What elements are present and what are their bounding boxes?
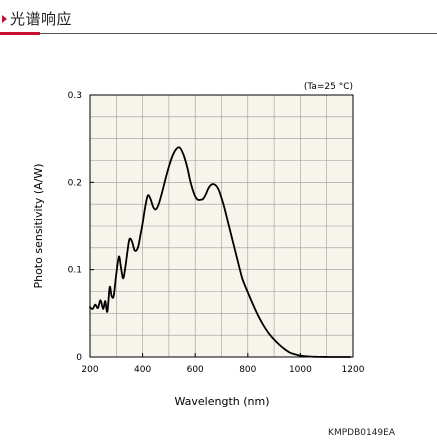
- chart-grid: [90, 95, 353, 357]
- condition-annotation: (Ta=25 °C): [304, 82, 353, 92]
- section-header: 光谱响应: [0, 0, 437, 36]
- y-tick-label: 0.3: [68, 91, 82, 101]
- y-tick-label: 0: [76, 353, 82, 363]
- sensitivity-curve: [89, 146, 352, 358]
- x-tick-labels: 200 400 600 800 1000 1200: [81, 365, 364, 375]
- y-tick-labels: 0 0.1 0.2 0.3: [68, 91, 83, 363]
- plot-frame: [89, 94, 354, 358]
- section-title: 光谱响应: [10, 10, 73, 28]
- x-tick-label: 1200: [342, 365, 365, 375]
- x-tick-label: 600: [187, 365, 204, 375]
- y-axis-label: Photo sensitivity (A/W): [32, 163, 45, 288]
- y-tick-label: 0.2: [68, 178, 82, 188]
- x-tick-label: 200: [81, 365, 98, 375]
- x-axis-label: Wavelength (nm): [174, 395, 269, 408]
- y-tick-label: 0.1: [68, 266, 82, 276]
- x-tick-label: 1000: [289, 365, 312, 375]
- section-marker-icon: [2, 15, 7, 23]
- x-tick-label: 800: [239, 365, 256, 375]
- x-tick-label: 400: [134, 365, 151, 375]
- section-divider-accent: [0, 32, 40, 35]
- section-divider: [0, 33, 437, 34]
- catalog-number: KMPDB0149EA: [328, 428, 395, 438]
